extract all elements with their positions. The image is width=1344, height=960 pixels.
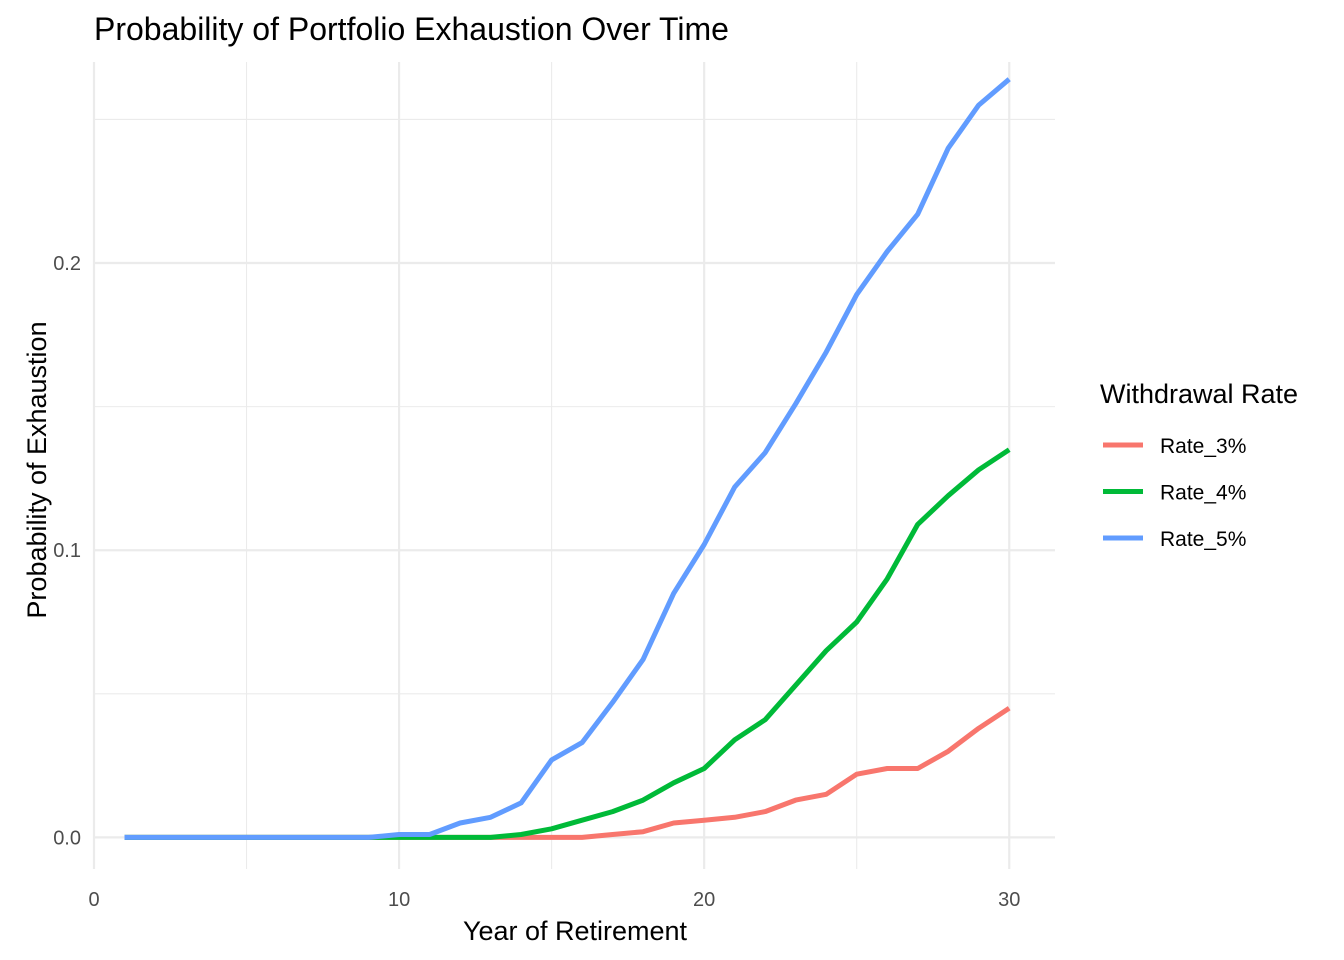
x-axis-title: Year of Retirement [463,916,688,946]
x-tick-label: 0 [88,889,99,911]
chart-title: Probability of Portfolio Exhaustion Over… [94,11,729,47]
series-line-rate-3- [124,706,1011,840]
legend-label: Rate_5% [1160,528,1246,551]
y-tick-label: 0.2 [53,253,81,275]
legend-item: Rate_5% [1103,528,1246,551]
y-tick-label: 0.1 [53,540,81,562]
series-line-rate-4- [124,447,1011,840]
y-tick-label: 0.0 [53,827,81,849]
x-tick-label: 20 [693,889,715,911]
x-axis-ticks: 0 10 20 30 [88,889,1020,911]
x-tick-label: 10 [388,889,410,911]
legend-label: Rate_3% [1160,435,1246,458]
y-axis-ticks: 0.0 0.1 0.2 [53,253,81,849]
y-axis-title: Probability of Exhaustion [22,321,52,618]
x-tick-label: 30 [998,889,1020,911]
series-lines [124,77,1011,840]
legend-item: Rate_4% [1103,482,1246,505]
series-line-rate-5- [124,77,1011,840]
legend-item: Rate_3% [1103,435,1246,458]
legend: Withdrawal Rate Rate_3% Rate_4% Rate_5% [1100,379,1298,551]
legend-label: Rate_4% [1160,482,1246,505]
legend-title: Withdrawal Rate [1100,379,1298,409]
